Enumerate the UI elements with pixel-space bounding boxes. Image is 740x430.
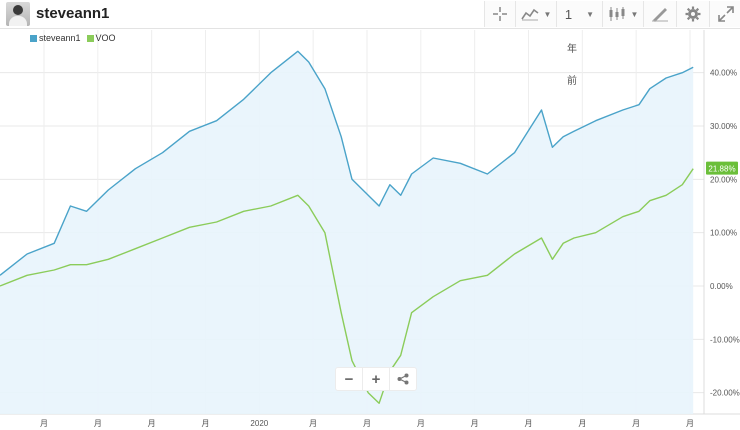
share-button[interactable]	[390, 368, 416, 390]
x-tick-label: 月	[578, 419, 586, 428]
legend-item-voo[interactable]: VOO	[86, 33, 116, 43]
x-tick-label: 月	[686, 419, 694, 428]
chart-toolbar: steveann1 ▼ 1 ▼ ▼	[0, 0, 740, 29]
x-tick-label: 月	[632, 419, 640, 428]
crosshair-icon	[493, 7, 507, 21]
x-tick-label: 2020	[250, 419, 268, 428]
draw-button[interactable]	[643, 1, 676, 27]
last-value-label: 21.88%	[708, 165, 735, 174]
legend-label: steveann1	[39, 33, 81, 43]
series-line-steveann1[interactable]	[0, 50, 694, 276]
gear-icon	[685, 6, 701, 22]
zoom-in-button[interactable]: +	[363, 368, 390, 390]
y-tick-label: -20.00%	[710, 389, 740, 398]
y-tick-label: 20.00%	[710, 175, 737, 184]
y-tick-label: 10.00%	[710, 229, 737, 238]
chart-type-icon	[520, 8, 539, 21]
username[interactable]: steveann1	[36, 5, 110, 22]
share-icon	[397, 373, 409, 385]
legend-item-steveann1[interactable]: steveann1	[30, 33, 81, 43]
draw-icon	[652, 8, 668, 22]
chart-annotation: 年	[567, 44, 577, 55]
candlestick-dropdown[interactable]: ▼	[602, 1, 643, 27]
series-line-VOO[interactable]	[0, 168, 694, 404]
chevron-down-icon: ▼	[543, 9, 552, 19]
y-tick-label: -10.00%	[710, 335, 740, 344]
settings-button[interactable]	[676, 1, 709, 27]
interval-value: 1	[564, 6, 573, 22]
x-tick-label: 月	[309, 419, 317, 428]
fullscreen-icon	[717, 6, 734, 22]
interval-dropdown[interactable]: 1 ▼	[556, 1, 602, 27]
x-tick-label: 月	[94, 419, 102, 428]
avatar[interactable]	[6, 2, 30, 26]
y-tick-label: 30.00%	[710, 122, 737, 131]
y-tick-label: 0.00%	[710, 282, 733, 291]
candlestick-icon	[609, 7, 625, 21]
x-tick-label: 月	[525, 419, 533, 428]
last-value-badge	[706, 161, 738, 175]
chevron-down-icon: ▼	[630, 9, 639, 19]
x-tick-label: 月	[202, 419, 210, 428]
series-area-steveann1	[0, 51, 694, 415]
zoom-out-button[interactable]: −	[336, 368, 363, 390]
zoom-controls: − +	[335, 367, 417, 391]
x-tick-label: 月	[40, 419, 48, 428]
fullscreen-button[interactable]	[709, 1, 740, 27]
chevron-down-icon: ▼	[586, 9, 595, 19]
x-tick-label: 月	[363, 419, 371, 428]
x-tick-label: 月	[471, 419, 479, 428]
chart-legend: steveann1 VOO	[30, 33, 116, 43]
legend-swatch	[86, 34, 94, 42]
performance-chart: 40.00% 30.00% 20.00% 10.00% 0.00% -10.00% -20.…	[0, 30, 740, 428]
x-tick-label: 月	[417, 419, 425, 428]
chart-type-dropdown[interactable]: ▼	[515, 1, 556, 27]
x-tick-label: 月	[148, 419, 156, 428]
legend-swatch	[30, 34, 37, 42]
plus-icon: +	[371, 370, 381, 388]
minus-icon: −	[344, 370, 354, 388]
legend-label: VOO	[95, 33, 116, 43]
y-tick-label: 40.00%	[710, 69, 737, 78]
crosshair-button[interactable]	[484, 1, 515, 27]
chart-annotation: 前	[567, 76, 577, 87]
